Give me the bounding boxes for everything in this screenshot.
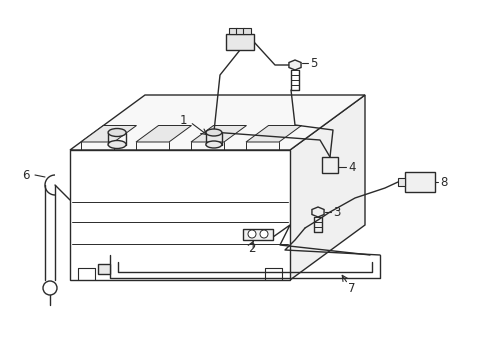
- Polygon shape: [70, 150, 290, 280]
- Text: 2: 2: [248, 242, 255, 255]
- Polygon shape: [398, 178, 405, 186]
- Circle shape: [260, 230, 268, 238]
- Ellipse shape: [206, 129, 222, 136]
- Polygon shape: [70, 95, 365, 150]
- Polygon shape: [243, 28, 251, 34]
- Polygon shape: [236, 28, 244, 34]
- Text: 8: 8: [440, 176, 447, 189]
- Polygon shape: [322, 157, 338, 173]
- Polygon shape: [289, 60, 301, 70]
- Polygon shape: [290, 95, 365, 280]
- Text: 6: 6: [22, 168, 29, 181]
- Polygon shape: [246, 126, 301, 142]
- Text: 5: 5: [310, 57, 318, 69]
- Polygon shape: [81, 126, 137, 142]
- Ellipse shape: [108, 140, 126, 149]
- Polygon shape: [98, 264, 110, 274]
- Circle shape: [43, 281, 57, 295]
- Ellipse shape: [108, 129, 126, 136]
- Text: 3: 3: [333, 206, 341, 219]
- Polygon shape: [243, 229, 273, 240]
- Text: 7: 7: [348, 282, 356, 294]
- Polygon shape: [226, 34, 254, 50]
- Text: 1: 1: [179, 113, 187, 126]
- Ellipse shape: [206, 141, 222, 148]
- Polygon shape: [191, 126, 246, 142]
- Polygon shape: [229, 28, 237, 34]
- Polygon shape: [405, 172, 435, 192]
- Polygon shape: [136, 126, 192, 142]
- Text: 4: 4: [348, 161, 356, 174]
- Circle shape: [248, 230, 256, 238]
- Polygon shape: [312, 207, 324, 217]
